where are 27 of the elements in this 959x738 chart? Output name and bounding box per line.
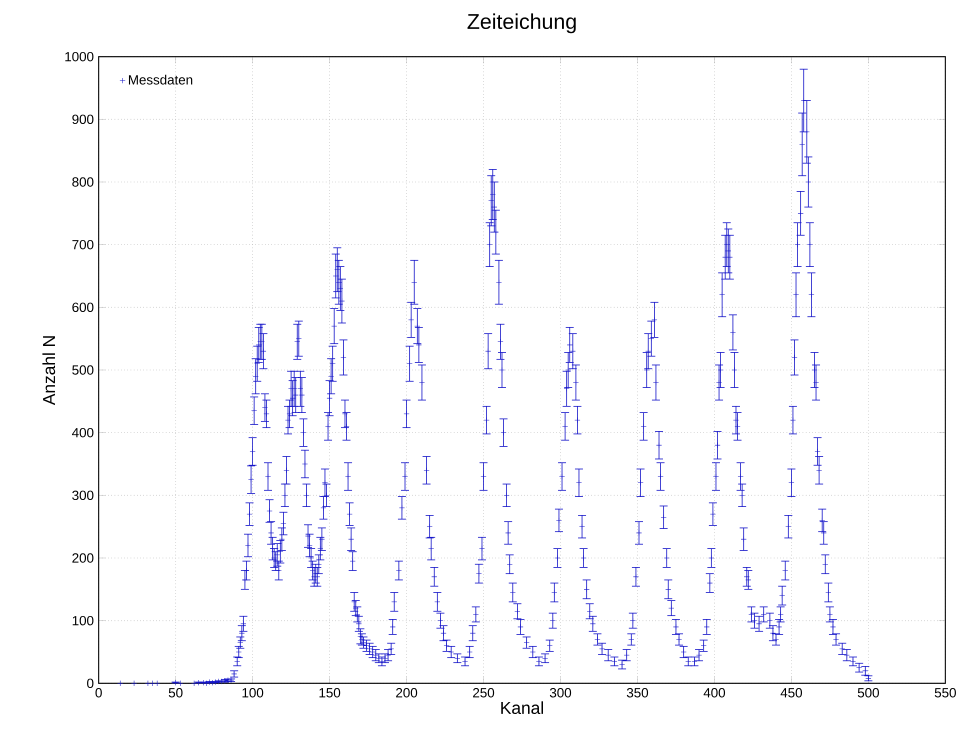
x-tick-label: 300	[550, 688, 572, 698]
y-tick-label: 600	[72, 302, 94, 312]
legend-label: Messdaten	[128, 74, 192, 85]
y-tick-label: 300	[72, 490, 94, 500]
x-tick-label: 200	[396, 688, 418, 698]
y-tick-label: 0	[87, 678, 94, 688]
y-tick-label: 1000	[65, 52, 94, 62]
x-tick-label: 250	[473, 688, 494, 698]
y-axis-title: Anzahl N	[42, 336, 56, 406]
y-tick-label: 100	[72, 616, 94, 626]
y-tick-label: 700	[72, 240, 94, 250]
x-tick-label: 0	[95, 688, 102, 698]
y-tick-label: 500	[72, 365, 94, 375]
x-tick-label: 400	[704, 688, 726, 698]
x-tick-label: 500	[858, 688, 879, 698]
x-tick-label: 350	[626, 688, 648, 698]
x-axis-title: Kanal	[501, 701, 544, 714]
y-tick-label: 400	[72, 428, 94, 438]
x-tick-label: 150	[319, 688, 340, 698]
x-tick-label: 100	[242, 688, 264, 698]
chart-title: Zeiteichung	[468, 13, 576, 34]
x-tick-label: 550	[934, 688, 956, 698]
y-tick-label: 200	[72, 553, 94, 563]
x-tick-label: 450	[780, 688, 802, 698]
x-tick-label: 50	[168, 688, 183, 698]
y-tick-label: 800	[72, 177, 94, 187]
y-tick-label: 900	[72, 114, 94, 124]
